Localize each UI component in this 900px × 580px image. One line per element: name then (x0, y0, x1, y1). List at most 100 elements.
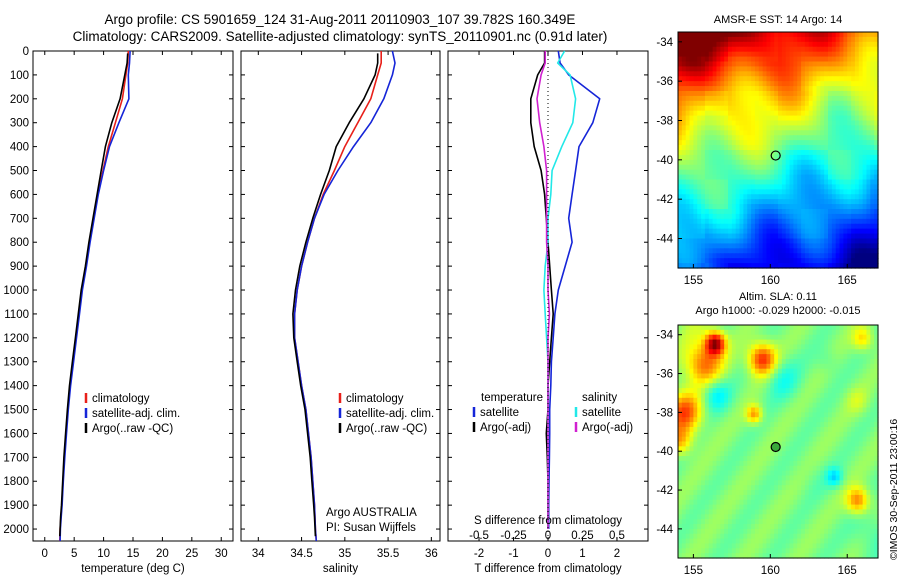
map-cell (843, 475, 848, 481)
map-cell (766, 263, 771, 269)
map-cell (708, 412, 714, 418)
map-cell (801, 120, 806, 127)
map-cell (728, 105, 733, 112)
map-cell (735, 358, 741, 365)
map-cell (789, 494, 794, 501)
map-cell (685, 243, 691, 249)
map-cell (797, 504, 802, 511)
map-cell (858, 145, 864, 151)
map-cell (870, 373, 875, 379)
map-cell (754, 543, 760, 549)
map-cell (720, 199, 725, 205)
map-cell (751, 253, 756, 259)
map-cell (835, 436, 841, 443)
map-cell (789, 199, 794, 205)
map-cell (797, 514, 802, 520)
map-cell (762, 388, 768, 394)
map-cell (793, 36, 798, 43)
map-cell (804, 368, 810, 375)
map-cell (770, 402, 775, 409)
map-cell (724, 228, 729, 235)
map-cell (858, 339, 864, 346)
map-cell (781, 150, 787, 156)
map-cell (808, 392, 814, 399)
map-cell (847, 344, 852, 350)
map-cell (839, 543, 844, 549)
map-cell (812, 213, 818, 220)
map-cell (797, 159, 802, 166)
map-cell (831, 446, 837, 452)
map-cell (728, 76, 733, 82)
map-cell (724, 71, 729, 77)
map-cell (781, 130, 787, 136)
map-cell (770, 164, 775, 171)
map-cell (770, 36, 775, 43)
map-cell (685, 105, 691, 112)
map-cell (712, 329, 718, 336)
map-cell (720, 436, 725, 443)
map-cell (778, 524, 783, 530)
map-cell (770, 115, 775, 122)
map-cell (758, 397, 764, 404)
map-cell (693, 392, 698, 399)
map-cell (801, 412, 806, 418)
map-cell (704, 159, 710, 166)
map-cell (681, 480, 687, 486)
map-cell (704, 154, 710, 161)
map-cell (731, 334, 737, 341)
map-cell (735, 81, 741, 87)
map-lon-label: 160 (761, 275, 780, 287)
map-cell (820, 228, 825, 235)
map-cell (835, 519, 841, 525)
map-cell (735, 110, 741, 117)
map-cell (708, 538, 714, 545)
map-cell (854, 514, 860, 520)
map-cell (804, 509, 810, 515)
map-cell (770, 329, 775, 336)
map-cell (735, 446, 741, 452)
map-cell (793, 76, 798, 82)
map-cell (854, 194, 860, 200)
map-cell (716, 223, 721, 230)
map-cell (824, 524, 829, 530)
map-cell (681, 412, 687, 418)
map-cell (843, 431, 848, 438)
map-cell (689, 199, 694, 205)
map-cell (847, 243, 852, 249)
map-cell (858, 543, 864, 549)
map-cell (801, 32, 806, 38)
map-cell (804, 378, 810, 384)
map-cell (758, 485, 764, 491)
map-cell (731, 358, 737, 365)
map-cell (781, 110, 787, 117)
map-cell (754, 475, 760, 481)
map-cell (858, 228, 864, 235)
map-cell (720, 378, 725, 384)
map-cell (812, 81, 818, 87)
map-cell (770, 184, 775, 190)
map-cell (778, 460, 783, 467)
map-cell (804, 199, 810, 205)
map-cell (708, 194, 714, 200)
map-cell (785, 223, 791, 230)
map-cell (874, 184, 879, 190)
map-cell (835, 164, 841, 171)
map-cell (685, 46, 691, 53)
map-cell (751, 543, 756, 549)
map-cell (712, 358, 718, 365)
map-cell (851, 213, 856, 220)
map-cell (704, 135, 710, 141)
map-cell (735, 519, 741, 525)
map-cell (747, 538, 752, 545)
map-cell (766, 533, 771, 540)
map-cell (797, 480, 802, 486)
map-cell (843, 41, 848, 48)
map-cell (835, 470, 841, 477)
map-cell (762, 499, 768, 506)
map-cell (831, 32, 837, 38)
map-cell (862, 248, 868, 254)
map-cell (824, 135, 829, 141)
map-cell (751, 61, 756, 68)
map-cell (854, 388, 860, 394)
map-cell (874, 61, 879, 68)
